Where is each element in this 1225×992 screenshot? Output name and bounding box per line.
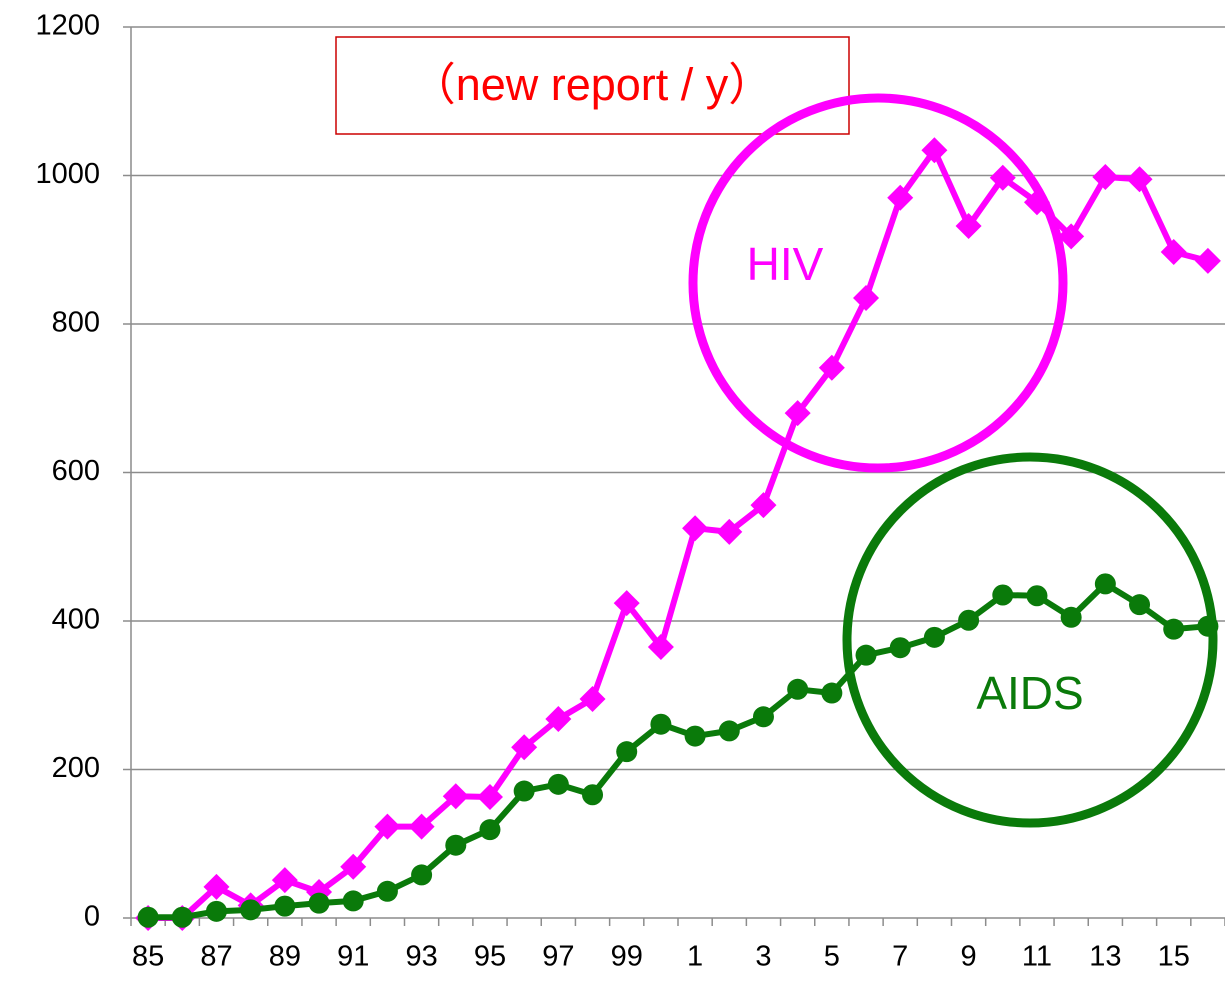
marker <box>442 783 469 810</box>
y-tick-label: 1200 <box>35 10 100 42</box>
annotation: HIV <box>747 238 824 290</box>
marker <box>240 899 262 921</box>
highlight-circle <box>688 93 1068 473</box>
series-line <box>148 580 1209 921</box>
marker <box>1194 247 1221 274</box>
y-tick-label: 0 <box>84 901 100 933</box>
x-tick-label: 11 <box>1022 941 1052 973</box>
marker <box>411 864 433 886</box>
marker <box>853 285 880 312</box>
marker <box>716 518 743 545</box>
annotation-box <box>335 36 850 135</box>
marker <box>579 685 606 712</box>
marker <box>408 813 435 840</box>
marker <box>750 492 777 519</box>
marker <box>1092 163 1119 190</box>
x-tick-label: 89 <box>269 941 301 973</box>
y-tick-label: 600 <box>52 455 100 487</box>
marker <box>855 644 877 666</box>
x-tick-label: 13 <box>1089 941 1121 973</box>
x-tick-label: 3 <box>755 941 771 973</box>
marker <box>513 780 535 802</box>
marker <box>923 626 945 648</box>
x-tick-label: 9 <box>961 941 977 973</box>
x-tick-label: 87 <box>200 941 232 973</box>
marker <box>340 853 367 880</box>
marker <box>1060 606 1082 628</box>
marker <box>476 783 503 810</box>
marker <box>887 184 914 211</box>
marker <box>205 900 227 922</box>
x-tick-label: 85 <box>132 941 164 973</box>
annotation: （new report / y） <box>411 59 774 110</box>
marker <box>1058 223 1085 250</box>
marker <box>445 834 467 856</box>
series-line <box>148 147 1209 921</box>
marker <box>1094 573 1116 595</box>
marker <box>203 873 230 900</box>
marker <box>992 584 1014 606</box>
marker <box>787 678 809 700</box>
x-tick-label: 5 <box>824 941 840 973</box>
marker <box>547 773 569 795</box>
marker <box>752 706 774 728</box>
marker <box>818 354 845 381</box>
marker <box>613 590 640 617</box>
marker <box>545 706 572 733</box>
marker <box>684 725 706 747</box>
marker <box>682 515 709 542</box>
x-tick-label: 1 <box>687 941 703 973</box>
marker <box>1026 585 1048 607</box>
x-tick-label: 7 <box>892 941 908 973</box>
marker <box>616 741 638 763</box>
marker <box>271 867 298 894</box>
x-tick-label: 95 <box>474 941 506 973</box>
marker <box>479 819 501 841</box>
marker <box>582 784 604 806</box>
marker <box>374 813 401 840</box>
marker <box>1126 166 1153 193</box>
x-tick-label: 97 <box>542 941 574 973</box>
y-tick-label: 400 <box>52 604 100 636</box>
marker <box>889 637 911 659</box>
marker <box>274 895 296 917</box>
marker <box>1160 238 1187 265</box>
marker <box>171 906 193 928</box>
y-tick-label: 800 <box>52 307 100 339</box>
marker <box>308 892 330 914</box>
annotation: AIDS <box>976 667 1083 719</box>
marker <box>921 137 948 164</box>
marker <box>1163 618 1185 640</box>
x-tick-label: 91 <box>337 941 369 973</box>
highlight-circle <box>842 452 1218 828</box>
marker <box>821 682 843 704</box>
y-tick-label: 200 <box>52 752 100 784</box>
x-tick-label: 93 <box>405 941 437 973</box>
x-tick-label: 15 <box>1158 941 1190 973</box>
marker <box>647 633 674 660</box>
marker <box>1129 594 1151 616</box>
marker <box>955 212 982 239</box>
marker <box>784 400 811 427</box>
marker <box>718 720 740 742</box>
marker <box>958 609 980 631</box>
x-tick-label: 99 <box>611 941 643 973</box>
marker <box>650 713 672 735</box>
marker <box>137 906 159 928</box>
marker <box>511 734 538 761</box>
marker <box>989 164 1016 191</box>
marker <box>376 880 398 902</box>
marker <box>342 890 364 912</box>
y-tick-label: 1000 <box>35 158 100 190</box>
